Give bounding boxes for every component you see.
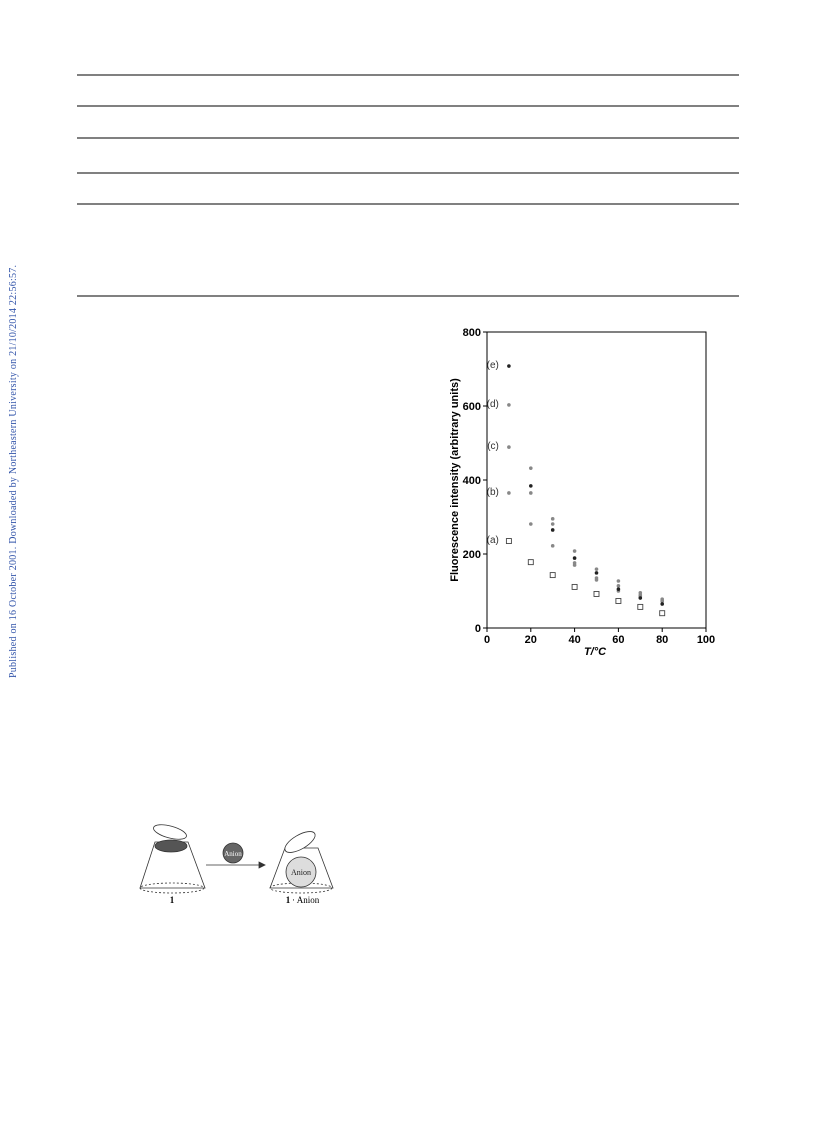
arrowhead <box>258 861 266 869</box>
point <box>507 491 511 495</box>
reagent-label: Anion <box>224 850 242 858</box>
point <box>529 466 533 470</box>
point <box>660 602 664 606</box>
point <box>507 364 511 368</box>
caption: 1 <box>286 895 291 905</box>
point <box>550 517 555 521</box>
y-tick-label: 200 <box>463 549 481 561</box>
point <box>550 544 555 548</box>
cup-rim <box>139 882 205 894</box>
point <box>637 603 644 610</box>
point <box>594 576 599 580</box>
point <box>638 591 643 595</box>
series-label: (a) <box>487 535 499 546</box>
point <box>660 597 664 601</box>
point <box>507 445 511 449</box>
x-tick-label: 20 <box>525 634 537 646</box>
point <box>550 522 555 526</box>
scheme <box>139 824 334 894</box>
watermark: Published on 16 October 2001. Downloaded… <box>8 265 19 678</box>
plot-frame <box>486 331 707 629</box>
point <box>638 596 643 600</box>
point <box>615 598 622 604</box>
point <box>507 403 511 407</box>
lid <box>153 824 187 840</box>
point <box>616 587 621 591</box>
x-tick-label: 40 <box>568 634 580 646</box>
y-tick-label: 400 <box>463 475 481 487</box>
x-tick-label: 80 <box>656 634 668 646</box>
x-tick-label: 0 <box>484 634 490 646</box>
point <box>594 571 599 575</box>
y-tick-label: 0 <box>475 623 481 635</box>
point <box>550 528 555 532</box>
point <box>572 561 577 565</box>
chart: Fluorescence intensity (arbitrary units)… <box>449 327 715 658</box>
series-label: (d) <box>487 399 499 410</box>
point <box>529 522 533 526</box>
point <box>571 583 578 590</box>
point <box>527 559 534 566</box>
y-axis-label: Fluorescence intensity (arbitrary units) <box>449 378 461 582</box>
anion-ball <box>285 856 317 888</box>
point <box>594 567 599 571</box>
point <box>529 491 533 495</box>
point <box>593 591 600 597</box>
x-tick-label: 100 <box>697 634 715 646</box>
point <box>529 484 533 488</box>
series-label: (b) <box>487 487 499 498</box>
x-axis-label: T/°C <box>584 646 607 658</box>
x-tick-label: 60 <box>612 634 624 646</box>
series-label: (e) <box>487 360 499 371</box>
cup-mouth <box>154 839 188 853</box>
point <box>572 556 577 560</box>
lid <box>284 831 316 853</box>
point <box>616 584 621 588</box>
point <box>616 579 621 583</box>
caption: · Anion <box>292 895 320 905</box>
y-tick-label: 600 <box>463 401 481 413</box>
point <box>572 549 577 553</box>
series-label: (c) <box>487 441 499 452</box>
point <box>549 572 556 579</box>
bound-label: Anion <box>291 868 311 877</box>
table-rules <box>77 74 739 297</box>
y-tick-label: 800 <box>463 327 481 339</box>
point <box>505 538 512 544</box>
anion-ball <box>222 842 244 864</box>
caption: 1 <box>170 895 175 905</box>
point <box>659 610 666 617</box>
